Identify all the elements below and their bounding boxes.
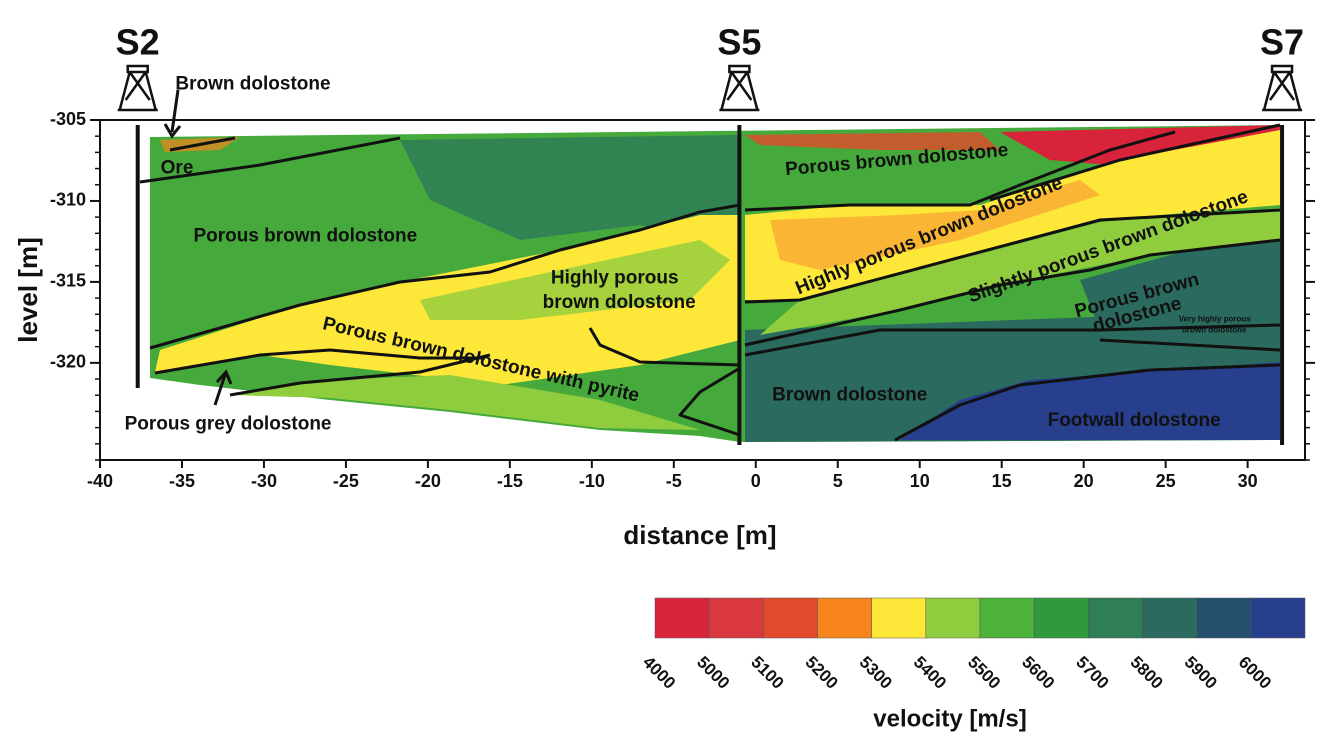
x-tick-label: 25 xyxy=(1156,471,1176,491)
x-tick-label: 5 xyxy=(833,471,843,491)
x-tick-label: -25 xyxy=(333,471,359,491)
y-tick-label: -315 xyxy=(50,271,86,291)
colorbar-tick-label: 5400 xyxy=(910,653,950,693)
region-label: Porous brown dolostone xyxy=(193,226,417,247)
colorbar-cell xyxy=(1196,597,1252,639)
colorbar-tick-label: 5200 xyxy=(802,653,842,693)
region-label: Brown dolostone xyxy=(772,384,927,405)
colorbar-tick-label: 5800 xyxy=(1127,653,1167,693)
borehole-label: S7 xyxy=(1260,22,1304,63)
region-label: brown dolostone xyxy=(1182,326,1247,335)
colorbar-cell xyxy=(763,597,818,639)
x-tick-label: 30 xyxy=(1238,471,1258,491)
plot-frame xyxy=(99,119,1306,461)
region-label: brown dolostone xyxy=(543,292,696,313)
colorbar-tick-label: 5300 xyxy=(856,653,896,693)
colorbar-tick-label: 5900 xyxy=(1181,653,1221,693)
derrick-icon xyxy=(1262,64,1303,112)
x-tick-label: -15 xyxy=(497,471,523,491)
colorbar-title: velocity [m/s] xyxy=(873,705,1026,732)
borehole-label: S2 xyxy=(116,22,160,63)
arrow xyxy=(213,369,233,406)
colorbar-cell xyxy=(871,597,927,639)
x-tick-label: 0 xyxy=(751,471,761,491)
colorbar-tick-label: 5700 xyxy=(1072,653,1112,693)
region-label: Brown dolostone xyxy=(175,73,330,94)
colorbar-cell xyxy=(1088,597,1143,639)
borehole-label: S5 xyxy=(717,22,761,63)
colorbar-tick-label: 5500 xyxy=(964,653,1004,693)
region-label: Very highly porous xyxy=(1179,314,1252,323)
colorbar-tick-label: 6000 xyxy=(1235,653,1275,693)
x-tick-label: -5 xyxy=(666,471,682,491)
x-tick-label: 15 xyxy=(992,471,1012,491)
colorbar-tick-label: 5100 xyxy=(747,653,787,693)
arrow xyxy=(163,89,182,139)
colorbar-cell xyxy=(1033,597,1089,639)
derrick-icon xyxy=(117,64,158,112)
colorbar-cell xyxy=(1250,597,1306,639)
colorbar-tick-label: 5600 xyxy=(1018,653,1058,693)
region-label: Highly porous xyxy=(551,268,679,289)
colorbar-cell xyxy=(708,597,764,639)
colorbar-tick-label: 5000 xyxy=(693,653,733,693)
colorbar-cell xyxy=(979,597,1035,639)
x-tick-label: -20 xyxy=(415,471,441,491)
x-tick-label: 10 xyxy=(910,471,930,491)
colorbar-cell xyxy=(1142,597,1197,639)
boundaries xyxy=(139,123,1281,442)
y-tick-label: -320 xyxy=(50,352,86,372)
tomogram-field xyxy=(150,125,1280,442)
x-axis-label: distance [m] xyxy=(623,520,776,550)
y-axis-label: level [m] xyxy=(13,237,43,343)
x-tick-label: -35 xyxy=(169,471,195,491)
region-label: Footwall dolostone xyxy=(1048,410,1221,431)
x-tick-label: -40 xyxy=(87,471,113,491)
colorbar-tick-label: 4000 xyxy=(639,653,679,693)
region-label: Porous grey dolostone xyxy=(125,413,332,434)
x-tick-label: -30 xyxy=(251,471,277,491)
x-tick-label: -10 xyxy=(579,471,605,491)
colorbar-cell xyxy=(817,597,872,639)
colorbar-cell xyxy=(925,597,981,639)
derrick-icon xyxy=(719,64,760,112)
region-label: Ore xyxy=(161,158,194,179)
colorbar-cell xyxy=(654,597,710,639)
y-tick-label: -305 xyxy=(50,109,86,129)
y-tick-label: -310 xyxy=(50,190,86,210)
x-tick-label: 20 xyxy=(1074,471,1094,491)
